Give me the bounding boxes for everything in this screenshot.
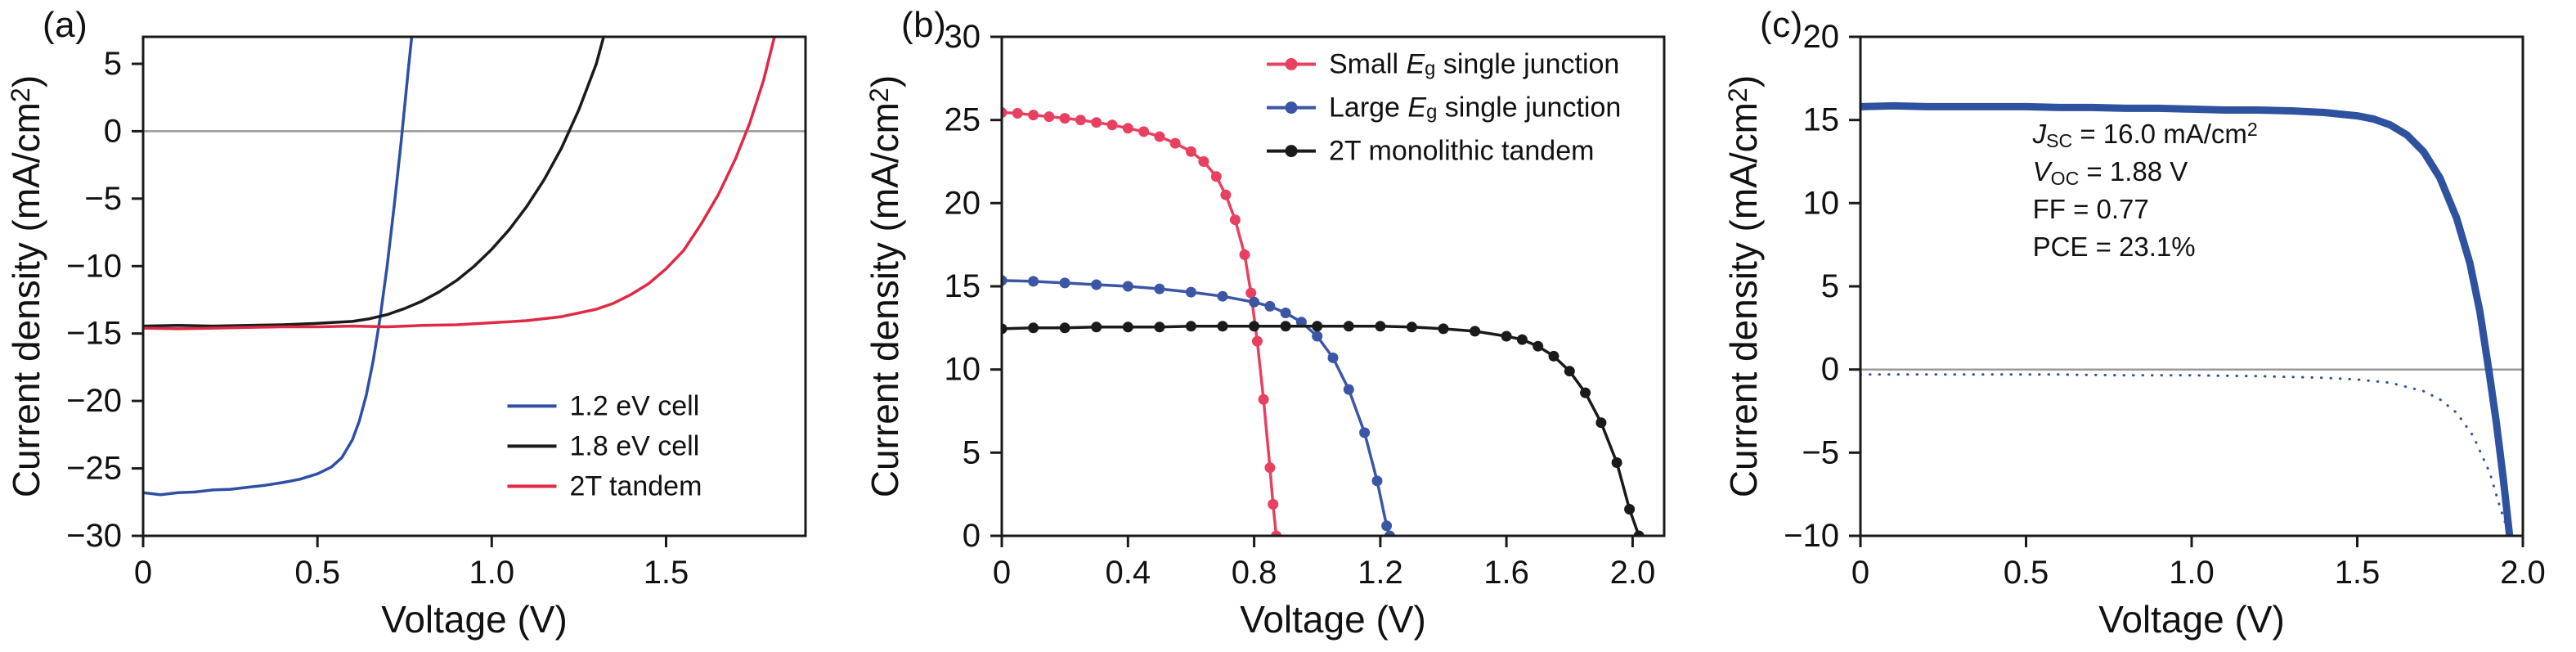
legend-item-small-e-g-single-junction: Small Eg single junction xyxy=(1267,49,1619,80)
x-tick-label: 1.6 xyxy=(1483,555,1529,591)
x-tick-label: 0 xyxy=(134,555,152,591)
y-tick-label: −25 xyxy=(66,451,122,487)
y-tick-label: −15 xyxy=(66,316,122,352)
svg-text:2T monolithic tandem: 2T monolithic tandem xyxy=(1329,136,1594,167)
y-tick-label: −5 xyxy=(84,181,122,217)
x-tick-label: 0.4 xyxy=(1105,555,1151,591)
panel-c: (c) 0 0.5 1.0 1.5 2.0 −10 −5 0 5 10 15 20 Voltage (V… xyxy=(1717,0,2576,652)
x-tick-label: 2.0 xyxy=(2500,555,2546,591)
chart-c: 0 0.5 1.0 1.5 2.0 −10 −5 0 5 10 15 20 Voltage (V) Cur… xyxy=(1717,0,2576,652)
series-2t-monolithic-tandem xyxy=(1002,325,1640,536)
annotation-line: VOC = 1.88 V xyxy=(2033,156,2188,189)
y-tick-label: 15 xyxy=(945,268,981,304)
y-tick-label: 5 xyxy=(1821,268,1839,304)
y-tick-label: 5 xyxy=(963,434,981,470)
svg-text:Large Eg single junction: Large Eg single junction xyxy=(1329,92,1621,124)
svg-text:1.2 eV cell: 1.2 eV cell xyxy=(570,390,700,421)
series-dark-j-v-dotted xyxy=(1860,373,2511,536)
x-axis-label: Voltage (V) xyxy=(2098,598,2285,641)
y-tick-label: 0 xyxy=(963,518,981,554)
y-tick-label: −10 xyxy=(66,248,122,284)
panel-label-c: (c) xyxy=(1760,5,1803,45)
y-axis-label: Current density (mA/cm2) xyxy=(5,75,47,497)
chart-a: 0 0.5 1.0 1.5 −30 −25 −20 −15 −10 −5 0 5 Voltage (V)… xyxy=(0,0,859,652)
x-tick-label: 1.5 xyxy=(644,555,689,591)
legend-item-2t-monolithic-tandem: 2T monolithic tandem xyxy=(1267,136,1594,167)
y-tick-label: 30 xyxy=(945,19,981,55)
legend-item-1-2-ev-cell: 1.2 eV cell xyxy=(507,390,700,421)
x-axis-label: Voltage (V) xyxy=(381,598,568,641)
x-tick-label: 1.2 xyxy=(1358,555,1403,591)
chart-b: 0 0.4 0.8 1.2 1.6 2.0 0 5 10 15 20 25 30 Voltage (V) C… xyxy=(859,0,1717,652)
legend-item-1-8-ev-cell: 1.8 eV cell xyxy=(507,430,700,461)
jv-chart-svg: 0 0.4 0.8 1.2 1.6 2.0 0 5 10 15 20 25 30 Voltage (V) C… xyxy=(864,19,1666,641)
annotation-line: JSC = 16.0 mA/cm2 xyxy=(2032,119,2258,151)
y-tick-label: 0 xyxy=(1821,352,1839,388)
y-tick-label: 0 xyxy=(104,113,122,149)
x-tick-label: 0 xyxy=(993,555,1011,591)
series-1-2-ev-cell xyxy=(143,37,414,497)
y-tick-label: −5 xyxy=(1802,434,1839,470)
annotation-line: FF = 0.77 xyxy=(2033,194,2149,224)
panel-b: (b) 0 0.4 0.8 1.2 1.6 2.0 0 5 10 15 20 25 30 Voltage … xyxy=(859,0,1717,652)
x-tick-label: 0 xyxy=(1851,555,1869,591)
x-tick-label: 0.8 xyxy=(1232,555,1277,591)
series-2t-tandem xyxy=(143,37,776,330)
annotation-line: PCE = 23.1% xyxy=(2033,232,2196,262)
x-axis-label: Voltage (V) xyxy=(1240,598,1426,641)
y-tick-label: 20 xyxy=(1803,19,1840,55)
x-tick-label: 1.0 xyxy=(2169,555,2215,591)
x-tick-label: 0.5 xyxy=(294,555,340,591)
y-tick-label: 15 xyxy=(1803,102,1840,138)
svg-text:1.8 eV cell: 1.8 eV cell xyxy=(570,430,700,461)
panel-a: (a) 0 0.5 1.0 1.5 −30 −25 −20 −15 −10 −5 0 5 Voltage… xyxy=(0,0,859,652)
y-tick-label: −10 xyxy=(1784,518,1839,554)
legend-item-2t-tandem: 2T tandem xyxy=(507,470,702,501)
series-1-8-ev-cell xyxy=(143,37,605,328)
y-tick-label: −30 xyxy=(66,518,122,554)
svg-text:2T tandem: 2T tandem xyxy=(570,470,702,501)
y-tick-label: 10 xyxy=(1803,185,1840,221)
jv-chart-svg: 0 0.5 1.0 1.5 −30 −25 −20 −15 −10 −5 0 5 Voltage (V)… xyxy=(5,35,807,641)
y-tick-label: 25 xyxy=(945,102,981,138)
y-tick-label: 5 xyxy=(104,46,122,82)
series-illuminated-j-v xyxy=(1860,101,2514,536)
panel-label-a: (a) xyxy=(43,5,88,45)
y-tick-label: 20 xyxy=(945,185,981,221)
plot-frame xyxy=(141,35,807,537)
x-tick-label: 0.5 xyxy=(2004,555,2049,591)
x-tick-label: 2.0 xyxy=(1610,555,1656,591)
y-axis-label: Current density (mA/cm2) xyxy=(864,75,906,497)
jv-chart-svg: 0 0.5 1.0 1.5 2.0 −10 −5 0 5 10 15 20 Voltage (V) Cur… xyxy=(1722,19,2546,641)
y-tick-label: −20 xyxy=(66,383,122,419)
legend-item-large-e-g-single-junction: Large Eg single junction xyxy=(1267,92,1621,124)
y-tick-label: 10 xyxy=(945,352,981,388)
panel-label-b: (b) xyxy=(901,5,947,45)
svg-text:Small Eg single junction: Small Eg single junction xyxy=(1329,49,1619,80)
x-tick-label: 1.5 xyxy=(2335,555,2381,591)
series-large-eg-single-junction xyxy=(1002,279,1392,536)
y-axis-label: Current density (mA/cm2) xyxy=(1722,75,1765,497)
series-small-eg-single-junction xyxy=(1002,110,1278,536)
x-tick-label: 1.0 xyxy=(469,555,514,591)
